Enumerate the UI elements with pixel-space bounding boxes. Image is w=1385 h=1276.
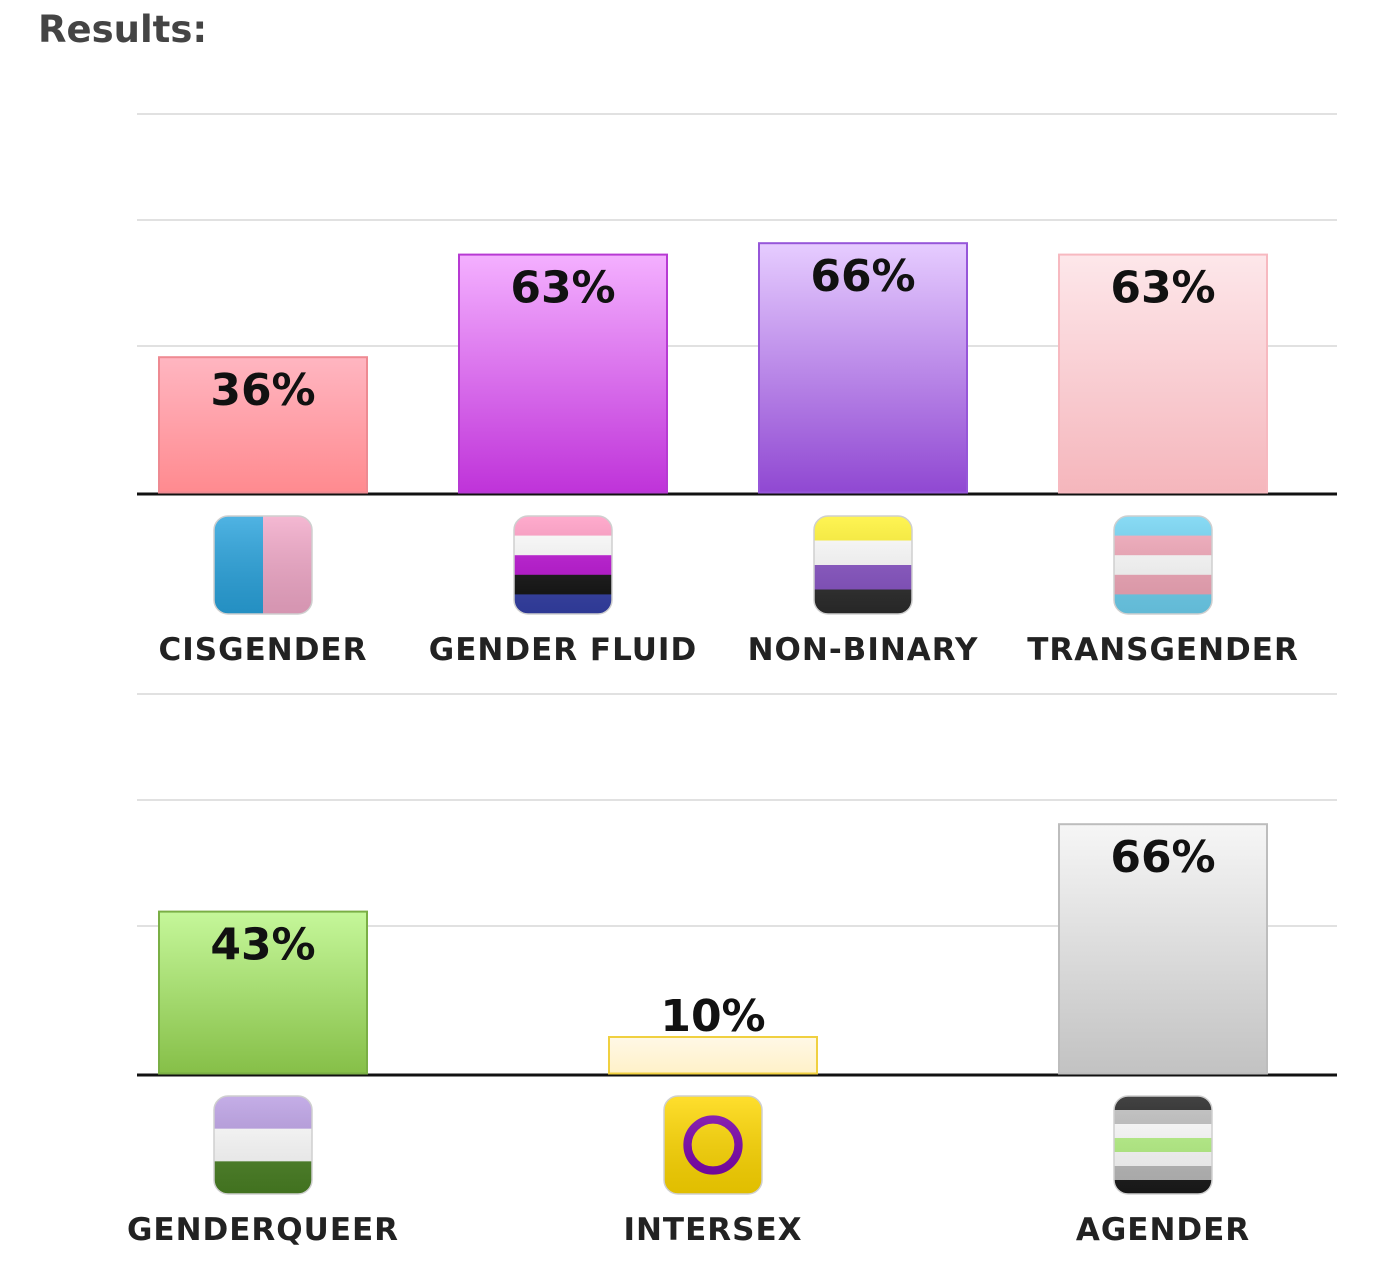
icon-border [663, 1095, 763, 1195]
genderqueer-flag-icon [214, 1096, 312, 1194]
bar-genderqueer [158, 910, 368, 1075]
bar-value-label: 43% [210, 920, 315, 971]
bar-cisgender [158, 356, 368, 494]
cisgender-flag-icon [214, 516, 312, 614]
bar-value-label: 66% [1110, 832, 1215, 883]
bar-value-label: 10% [660, 991, 765, 1042]
bar-gender-fluid [458, 253, 668, 494]
intersex-flag-icon [664, 1096, 762, 1194]
category-label: NON-BINARY [748, 632, 979, 668]
transgender-flag-icon [1114, 516, 1212, 614]
category-label: GENDERQUEER [127, 1212, 399, 1248]
icon-border [813, 515, 913, 615]
nonbinary-flag-icon [814, 516, 912, 614]
agender-flag-icon [1114, 1096, 1212, 1194]
icon-border [1113, 1095, 1213, 1195]
bar-intersex [608, 1036, 818, 1075]
category-label: GENDER FLUID [429, 632, 697, 668]
category-label: TRANSGENDER [1027, 632, 1299, 668]
bar-agender [1058, 823, 1268, 1075]
bar-value-label: 66% [810, 251, 915, 302]
bar-value-label: 63% [510, 263, 615, 314]
icon-border [513, 515, 613, 615]
icon-border [213, 515, 313, 615]
results-heading: Results: [38, 8, 208, 51]
bar-value-label: 36% [210, 365, 315, 416]
bar-transgender [1058, 253, 1268, 494]
icon-border [1113, 515, 1213, 615]
category-label: INTERSEX [623, 1212, 802, 1248]
category-label: CISGENDER [159, 632, 368, 668]
bar-value-label: 63% [1110, 263, 1215, 314]
category-label: AGENDER [1076, 1212, 1250, 1248]
bar-non-binary [758, 242, 968, 494]
icon-border [213, 1095, 313, 1195]
genderfluid-flag-icon [514, 516, 612, 614]
